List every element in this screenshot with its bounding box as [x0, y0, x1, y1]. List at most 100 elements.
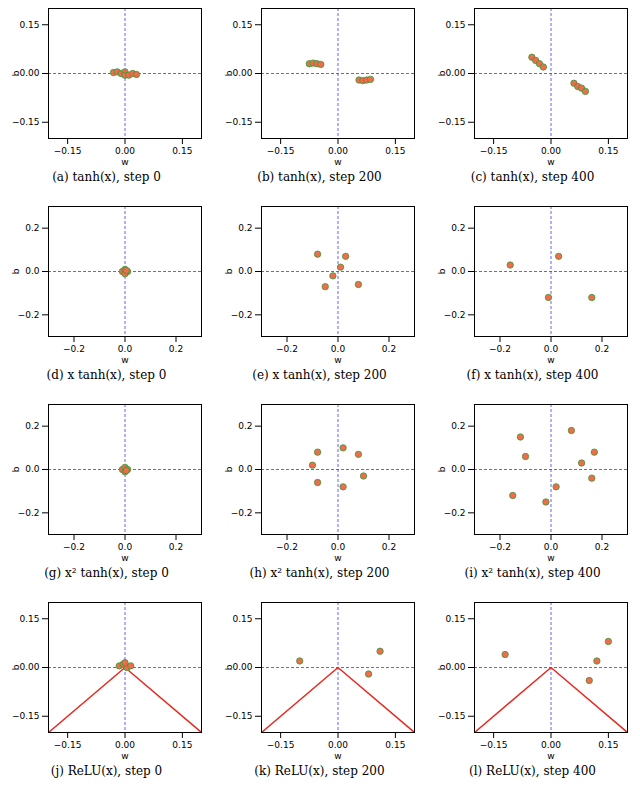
- svg-text:0.15: 0.15: [19, 20, 39, 30]
- svg-text:0.0: 0.0: [118, 542, 133, 552]
- svg-text:w: w: [334, 751, 341, 761]
- svg-text:0.0: 0.0: [451, 266, 466, 276]
- svg-text:b: b: [437, 466, 447, 472]
- svg-text:w: w: [121, 355, 128, 365]
- svg-text:−0.2: −0.2: [18, 508, 40, 518]
- html-text:(d) x tanh(x), step 0: (d) x tanh(x), step 0: [46, 368, 167, 382]
- svg-text:0.15: 0.15: [598, 146, 618, 156]
- svg-text:b: b: [437, 268, 447, 274]
- svg-text:−0.15: −0.15: [438, 117, 466, 127]
- svg-text:0.2: 0.2: [451, 223, 465, 233]
- svg-text:b: b: [11, 466, 21, 472]
- svg-text:0.2: 0.2: [595, 542, 609, 552]
- svg-text:0.00: 0.00: [232, 68, 252, 78]
- svg-text:0.00: 0.00: [328, 740, 348, 750]
- svg-text:0.0: 0.0: [25, 464, 40, 474]
- svg-text:0.00: 0.00: [115, 146, 135, 156]
- svg-text:0.2: 0.2: [238, 223, 252, 233]
- svg-text:0.15: 0.15: [385, 146, 405, 156]
- svg-text:−0.2: −0.2: [444, 508, 466, 518]
- svg-text:0.0: 0.0: [451, 464, 466, 474]
- svg-text:w: w: [334, 553, 341, 563]
- svg-text:−0.2: −0.2: [63, 344, 85, 354]
- svg-text:0.15: 0.15: [172, 740, 192, 750]
- svg-text:−0.2: −0.2: [231, 508, 253, 518]
- svg-text:0.2: 0.2: [169, 542, 183, 552]
- svg-text:0.2: 0.2: [382, 542, 396, 552]
- svg-text:0.15: 0.15: [232, 614, 252, 624]
- svg-text:−0.2: −0.2: [18, 310, 40, 320]
- svg-text:−0.15: −0.15: [225, 711, 253, 721]
- svg-text:−0.2: −0.2: [276, 344, 298, 354]
- svg-text:−0.2: −0.2: [276, 542, 298, 552]
- svg-text:−0.15: −0.15: [267, 146, 295, 156]
- svg-text:0.00: 0.00: [232, 662, 252, 672]
- svg-text:−0.2: −0.2: [489, 344, 511, 354]
- svg-text:0.0: 0.0: [238, 266, 253, 276]
- svg-text:0.00: 0.00: [541, 146, 561, 156]
- svg-text:−0.2: −0.2: [63, 542, 85, 552]
- svg-text:0.15: 0.15: [232, 20, 252, 30]
- svg-text:0.15: 0.15: [445, 614, 465, 624]
- svg-text:0.00: 0.00: [115, 740, 135, 750]
- svg-text:0.0: 0.0: [25, 266, 40, 276]
- svg-text:0.2: 0.2: [238, 421, 252, 431]
- svg-text:0.2: 0.2: [382, 344, 396, 354]
- svg-text:w: w: [121, 157, 128, 167]
- svg-text:0.00: 0.00: [19, 662, 39, 672]
- svg-text:−0.2: −0.2: [231, 310, 253, 320]
- svg-text:b: b: [224, 664, 234, 670]
- svg-text:0.00: 0.00: [445, 68, 465, 78]
- svg-text:0.2: 0.2: [169, 344, 183, 354]
- svg-text:0.15: 0.15: [385, 740, 405, 750]
- svg-text:w: w: [334, 355, 341, 365]
- svg-text:b: b: [11, 664, 21, 670]
- svg-text:b: b: [11, 70, 21, 76]
- svg-text:−0.15: −0.15: [54, 146, 82, 156]
- svg-text:b: b: [437, 70, 447, 76]
- svg-text:−0.15: −0.15: [480, 740, 508, 750]
- html-text:(b) tanh(x), step 200: (b) tanh(x), step 200: [257, 170, 382, 184]
- svg-text:0.15: 0.15: [19, 614, 39, 624]
- svg-text:−0.2: −0.2: [489, 542, 511, 552]
- svg-text:0.2: 0.2: [595, 344, 609, 354]
- svg-text:0.0: 0.0: [331, 344, 346, 354]
- svg-text:−0.15: −0.15: [480, 146, 508, 156]
- svg-text:−0.15: −0.15: [54, 740, 82, 750]
- html-text:(c) tanh(x), step 400: (c) tanh(x), step 400: [470, 170, 595, 184]
- svg-text:0.0: 0.0: [238, 464, 253, 474]
- svg-text:0.0: 0.0: [118, 344, 133, 354]
- svg-text:−0.2: −0.2: [444, 310, 466, 320]
- svg-text:0.00: 0.00: [445, 662, 465, 672]
- svg-text:w: w: [547, 553, 554, 563]
- svg-text:−0.15: −0.15: [225, 117, 253, 127]
- svg-text:b: b: [437, 664, 447, 670]
- svg-text:b: b: [224, 466, 234, 472]
- svg-text:w: w: [547, 751, 554, 761]
- svg-text:b: b: [11, 268, 21, 274]
- svg-text:w: w: [334, 157, 341, 167]
- svg-text:0.2: 0.2: [451, 421, 465, 431]
- svg-text:w: w: [121, 751, 128, 761]
- svg-text:b: b: [224, 268, 234, 274]
- svg-text:b: b: [224, 70, 234, 76]
- svg-text:0.15: 0.15: [445, 20, 465, 30]
- svg-text:0.0: 0.0: [544, 542, 559, 552]
- svg-text:w: w: [121, 553, 128, 563]
- svg-text:0.0: 0.0: [331, 542, 346, 552]
- svg-text:0.0: 0.0: [544, 344, 559, 354]
- svg-text:0.00: 0.00: [541, 740, 561, 750]
- svg-text:0.00: 0.00: [328, 146, 348, 156]
- svg-text:0.15: 0.15: [172, 146, 192, 156]
- svg-text:0.15: 0.15: [598, 740, 618, 750]
- svg-text:−0.15: −0.15: [12, 117, 40, 127]
- html-text:(a) tanh(x), step 0: (a) tanh(x), step 0: [52, 170, 161, 184]
- svg-text:0.00: 0.00: [19, 68, 39, 78]
- svg-text:w: w: [547, 355, 554, 365]
- svg-text:−0.15: −0.15: [12, 711, 40, 721]
- svg-text:w: w: [547, 157, 554, 167]
- svg-text:−0.15: −0.15: [438, 711, 466, 721]
- svg-text:−0.15: −0.15: [267, 740, 295, 750]
- svg-text:0.2: 0.2: [25, 421, 39, 431]
- svg-text:0.2: 0.2: [25, 223, 39, 233]
